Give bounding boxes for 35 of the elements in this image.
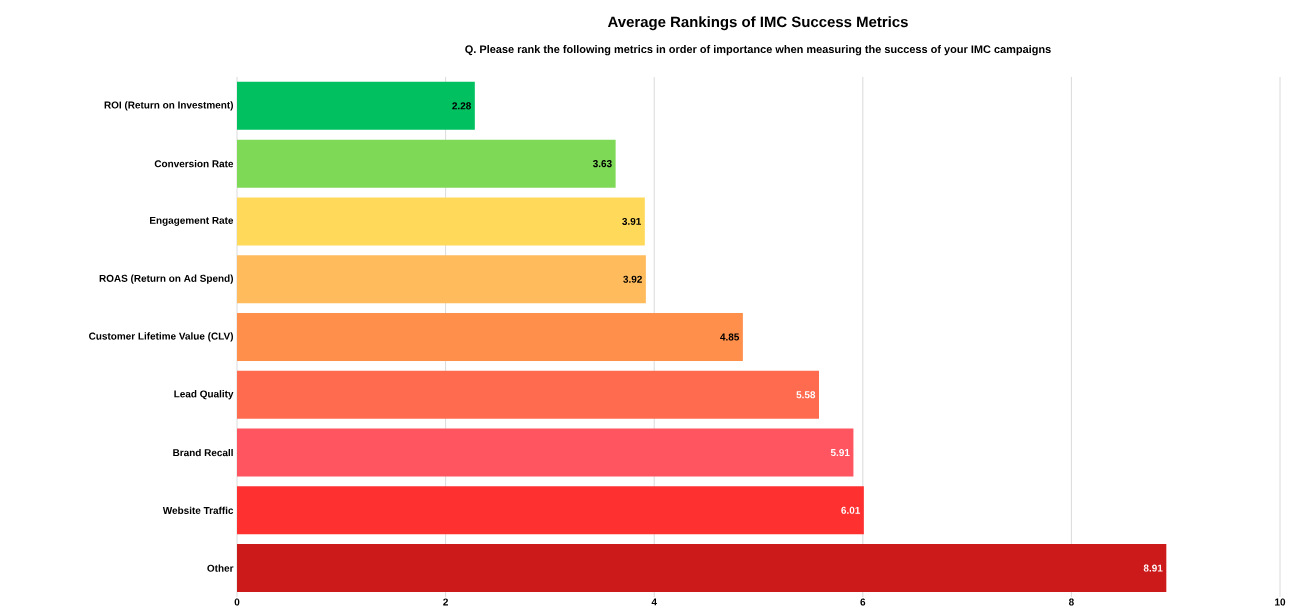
x-tick-label: 2	[443, 598, 448, 606]
y-tick-label: Other	[207, 564, 234, 572]
bar	[237, 428, 854, 477]
y-tick-label: Customer Lifetime Value (CLV)	[89, 332, 233, 342]
y-tick-label: Lead Quality	[174, 390, 234, 400]
y-tick-label: Website Traffic	[162, 506, 234, 514]
y-tick-label: Brand Recall	[173, 448, 233, 457]
bar	[237, 255, 646, 304]
data-label: 4.85	[720, 333, 740, 341]
y-tick-label: ROI (Return on Investment)	[104, 101, 233, 111]
bar	[237, 486, 864, 535]
bar	[237, 139, 616, 188]
y-tick-label: Conversion Rate	[154, 159, 234, 168]
y-tick-label: ROAS (Return on Ad Spend)	[99, 274, 233, 284]
data-label: 3.92	[623, 275, 642, 283]
data-label: 5.91	[830, 449, 850, 457]
bar	[237, 312, 743, 361]
x-tick-label: 0	[234, 598, 240, 606]
chart-title: Average Rankings of IMC Success Metrics	[607, 16, 908, 31]
bar	[237, 81, 475, 130]
data-label: 3.63	[592, 160, 612, 168]
bar	[237, 370, 819, 419]
x-tick-label: 4	[651, 598, 657, 606]
data-label: 3.91	[622, 217, 642, 225]
x-tick-label: 6	[860, 598, 866, 606]
data-label: 2.28	[452, 102, 471, 110]
data-label: 5.58	[796, 391, 816, 399]
bar	[237, 197, 645, 246]
bar	[237, 544, 1167, 593]
data-label: 6.01	[841, 506, 861, 514]
x-tick-label: 8	[1068, 598, 1074, 606]
chart-subtitle: Q. Please rank the following metrics in order of importance when measuring the success of your IMC campaigns	[465, 45, 1051, 56]
y-tick-label: Engagement Rate	[150, 216, 234, 226]
x-tick-label: 10	[1275, 598, 1286, 606]
data-label: 8.91	[1143, 564, 1163, 572]
